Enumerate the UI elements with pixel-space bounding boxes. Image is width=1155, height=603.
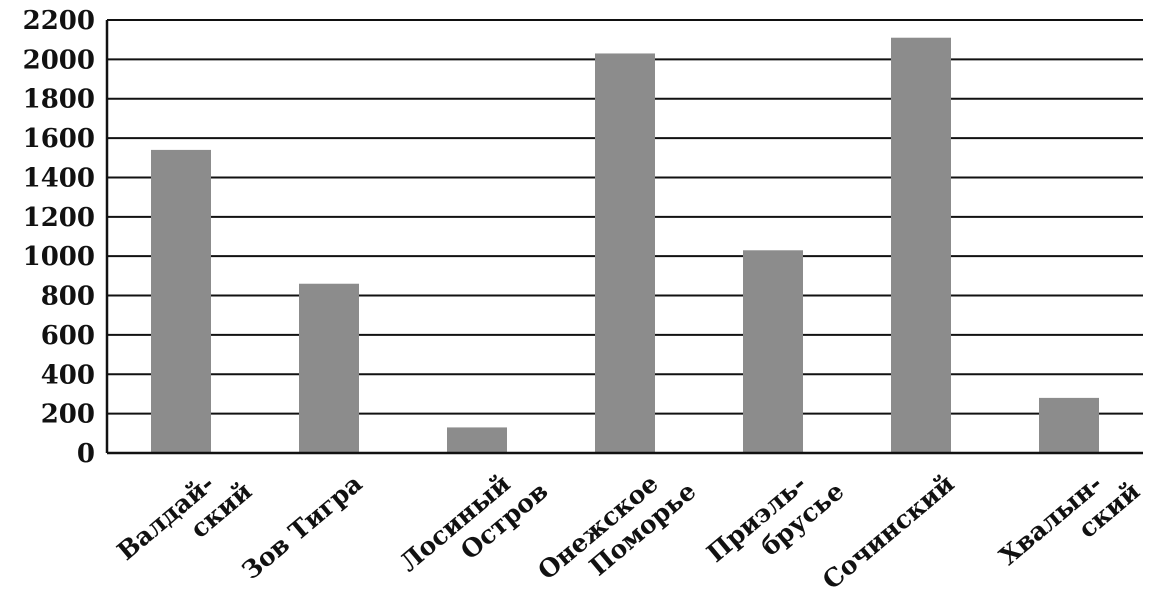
y-tick-label: 2200 — [23, 6, 95, 36]
bar-5 — [891, 38, 951, 453]
y-tick-label: 200 — [41, 400, 95, 430]
y-tick-label: 1200 — [23, 203, 95, 233]
bars — [151, 38, 1099, 453]
x-tick-label-group: Хвалын-ский — [994, 453, 1146, 594]
y-tick-label: 2000 — [23, 45, 95, 75]
bar-1 — [299, 284, 359, 453]
y-tick-label: 400 — [41, 360, 95, 390]
y-tick-label: 0 — [77, 439, 95, 469]
bar-3 — [595, 53, 655, 453]
y-axis-tick-labels: 0 200 400 600 800 1000 1200 1400 1600 1800 2000 220… — [23, 6, 95, 469]
x-tick-label-group: Валдай-ский — [112, 453, 258, 589]
y-tick-label: 1800 — [23, 85, 95, 115]
y-tick-label: 1600 — [23, 124, 95, 154]
y-tick-label: 1000 — [23, 242, 95, 272]
y-tick-label: 1400 — [23, 163, 95, 193]
x-tick-label-group: Зов Тигра — [237, 469, 368, 586]
bar-6 — [1039, 398, 1099, 453]
y-tick-label: 600 — [41, 321, 95, 351]
bar-0 — [151, 150, 211, 453]
y-tick-label: 800 — [41, 282, 95, 312]
bar-4 — [743, 250, 803, 453]
x-tick-label: Зов Тигра — [237, 469, 368, 586]
bar-2 — [447, 427, 507, 453]
